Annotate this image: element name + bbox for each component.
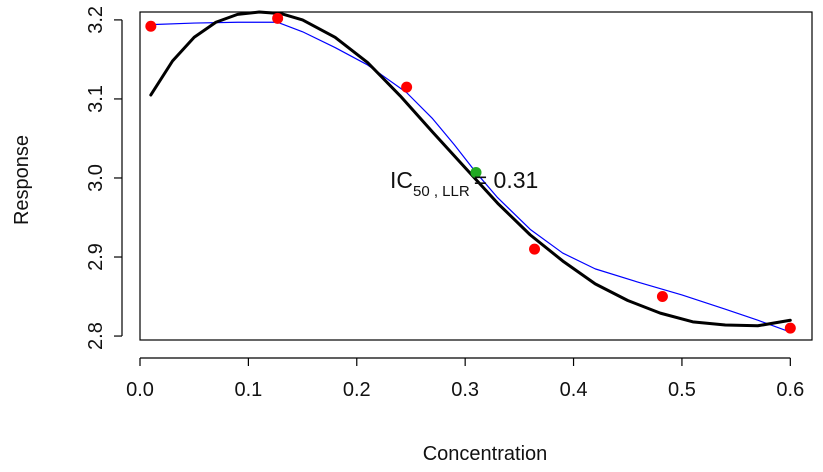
x-tick-label: 0.0 (126, 379, 154, 401)
y-axis-title: Response (11, 135, 33, 225)
x-tick-label: 0.2 (343, 379, 371, 401)
y-tick-label: 3.1 (85, 85, 107, 113)
y-tick-label: 3.0 (85, 164, 107, 192)
y-axis: 2.8 2.9 3.0 3.1 3.2 (85, 6, 123, 350)
data-point (401, 81, 413, 93)
y-tick-label: 2.8 (85, 322, 107, 350)
series-layer (145, 10, 796, 334)
ic50-annotation: IC50 , LLR = 0.31 (390, 167, 538, 200)
ic50-annotation-value: = 0.31 (474, 167, 539, 193)
y-tick-label: 2.9 (85, 243, 107, 271)
x-tick-label: 0.6 (776, 379, 804, 401)
fitted-curve (149, 10, 792, 328)
interpolation-line (150, 21, 791, 333)
y-tick-label: 3.2 (85, 6, 107, 34)
data-point (656, 291, 668, 303)
x-tick-label: 0.4 (560, 379, 588, 401)
data-point (272, 12, 284, 24)
plot-frame (139, 11, 813, 341)
ic50-annotation-subscript: 50 , LLR (413, 183, 470, 200)
data-point (529, 243, 541, 255)
ic50-annotation-main: IC (390, 167, 413, 193)
data-point (784, 322, 796, 334)
x-tick-label: 0.1 (234, 379, 262, 401)
x-axis-title: Concentration (423, 443, 548, 465)
x-tick-label: 0.3 (451, 379, 479, 401)
x-tick-label: 0.5 (668, 379, 696, 401)
x-axis: 0.0 0.1 0.2 0.3 0.4 0.5 0.6 (126, 357, 804, 401)
plot-box (139, 11, 813, 341)
data-point (145, 20, 157, 32)
ic50-marker (470, 166, 482, 178)
